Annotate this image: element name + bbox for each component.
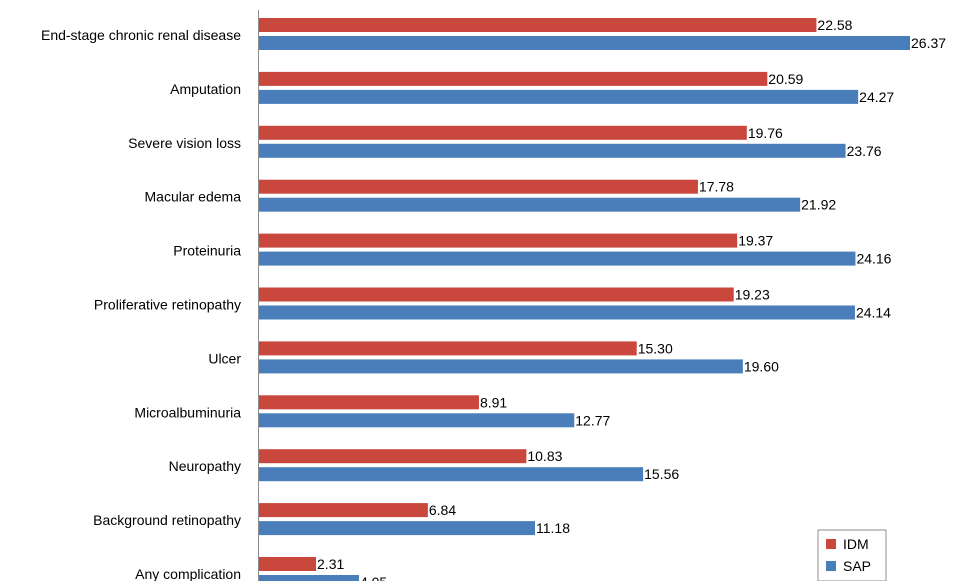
value-label-idm: 15.30 <box>638 340 673 356</box>
value-label-sap: 21.92 <box>801 197 836 213</box>
bar-idm <box>259 179 698 194</box>
value-label-sap: 19.60 <box>744 358 779 374</box>
bar-idm <box>259 449 527 464</box>
value-label-sap: 23.76 <box>847 143 882 159</box>
category-label: Background retinopathy <box>93 512 241 528</box>
value-label-idm: 8.91 <box>480 394 507 410</box>
category-label: Microalbuminuria <box>134 404 241 420</box>
bars-group <box>259 18 910 581</box>
value-label-idm: 19.37 <box>738 233 773 249</box>
value-label-idm: 6.84 <box>429 502 456 518</box>
legend-swatch-sap <box>826 561 836 571</box>
bar-idm <box>259 395 479 410</box>
bar-sap <box>259 359 743 374</box>
category-labels: End-stage chronic renal disease Amputatio… <box>41 27 241 581</box>
bar-idm <box>259 557 317 571</box>
value-label-sap: 11.18 <box>536 520 570 536</box>
legend-swatch-idm <box>826 539 836 549</box>
bar-idm <box>259 287 734 302</box>
category-label: Ulcer <box>208 350 241 366</box>
value-label-sap: 24.27 <box>859 89 894 105</box>
value-label-idm: 2.31 <box>317 556 344 572</box>
value-label-idm: 19.76 <box>748 125 783 141</box>
legend-box <box>817 529 887 581</box>
bar-sap <box>259 36 910 50</box>
category-label: End-stage chronic renal disease <box>41 27 241 43</box>
value-label-sap: 24.14 <box>856 305 891 321</box>
value-label-idm: 19.23 <box>735 287 770 303</box>
value-label-idm: 22.58 <box>817 17 852 33</box>
value-label-idm: 10.83 <box>527 448 562 464</box>
category-label: Any complication <box>135 566 241 581</box>
bar-sap <box>259 143 846 158</box>
legend-label-sap: SAP <box>843 558 871 574</box>
category-label: Proliferative retinopathy <box>94 297 241 313</box>
bar-sap <box>259 467 644 482</box>
bar-idm <box>259 18 817 32</box>
bar-idm <box>259 125 747 140</box>
legend-label-idm: IDM <box>843 536 869 552</box>
bar-sap <box>259 575 359 581</box>
legend: IDM SAP <box>817 529 887 581</box>
bar-sap <box>259 413 575 428</box>
value-label-sap: 4.05 <box>360 574 387 581</box>
bar-sap <box>259 251 856 266</box>
category-label: Macular edema <box>145 189 242 205</box>
value-label-idm: 20.59 <box>768 71 803 87</box>
category-label: Neuropathy <box>169 458 241 474</box>
value-label-sap: 26.37 <box>911 35 946 51</box>
bar-idm <box>259 71 768 86</box>
bar-idm <box>259 233 738 248</box>
value-label-idm: 17.78 <box>699 179 734 195</box>
category-label: Severe vision loss <box>128 135 241 151</box>
bar-idm <box>259 341 637 356</box>
bar-sap <box>259 305 855 320</box>
category-label: Amputation <box>170 81 241 97</box>
value-labels: 22.58 26.37 20.59 24.27 19.76 23.76 17.78 21.92… <box>317 17 946 581</box>
value-label-sap: 12.77 <box>575 412 610 428</box>
category-label: Proteinuria <box>173 243 241 259</box>
value-label-sap: 24.16 <box>856 251 891 267</box>
bar-sap <box>259 197 801 212</box>
value-label-sap: 15.56 <box>644 466 679 482</box>
bar-sap <box>259 521 536 536</box>
bar-idm <box>259 503 428 518</box>
bar-sap <box>259 89 859 104</box>
